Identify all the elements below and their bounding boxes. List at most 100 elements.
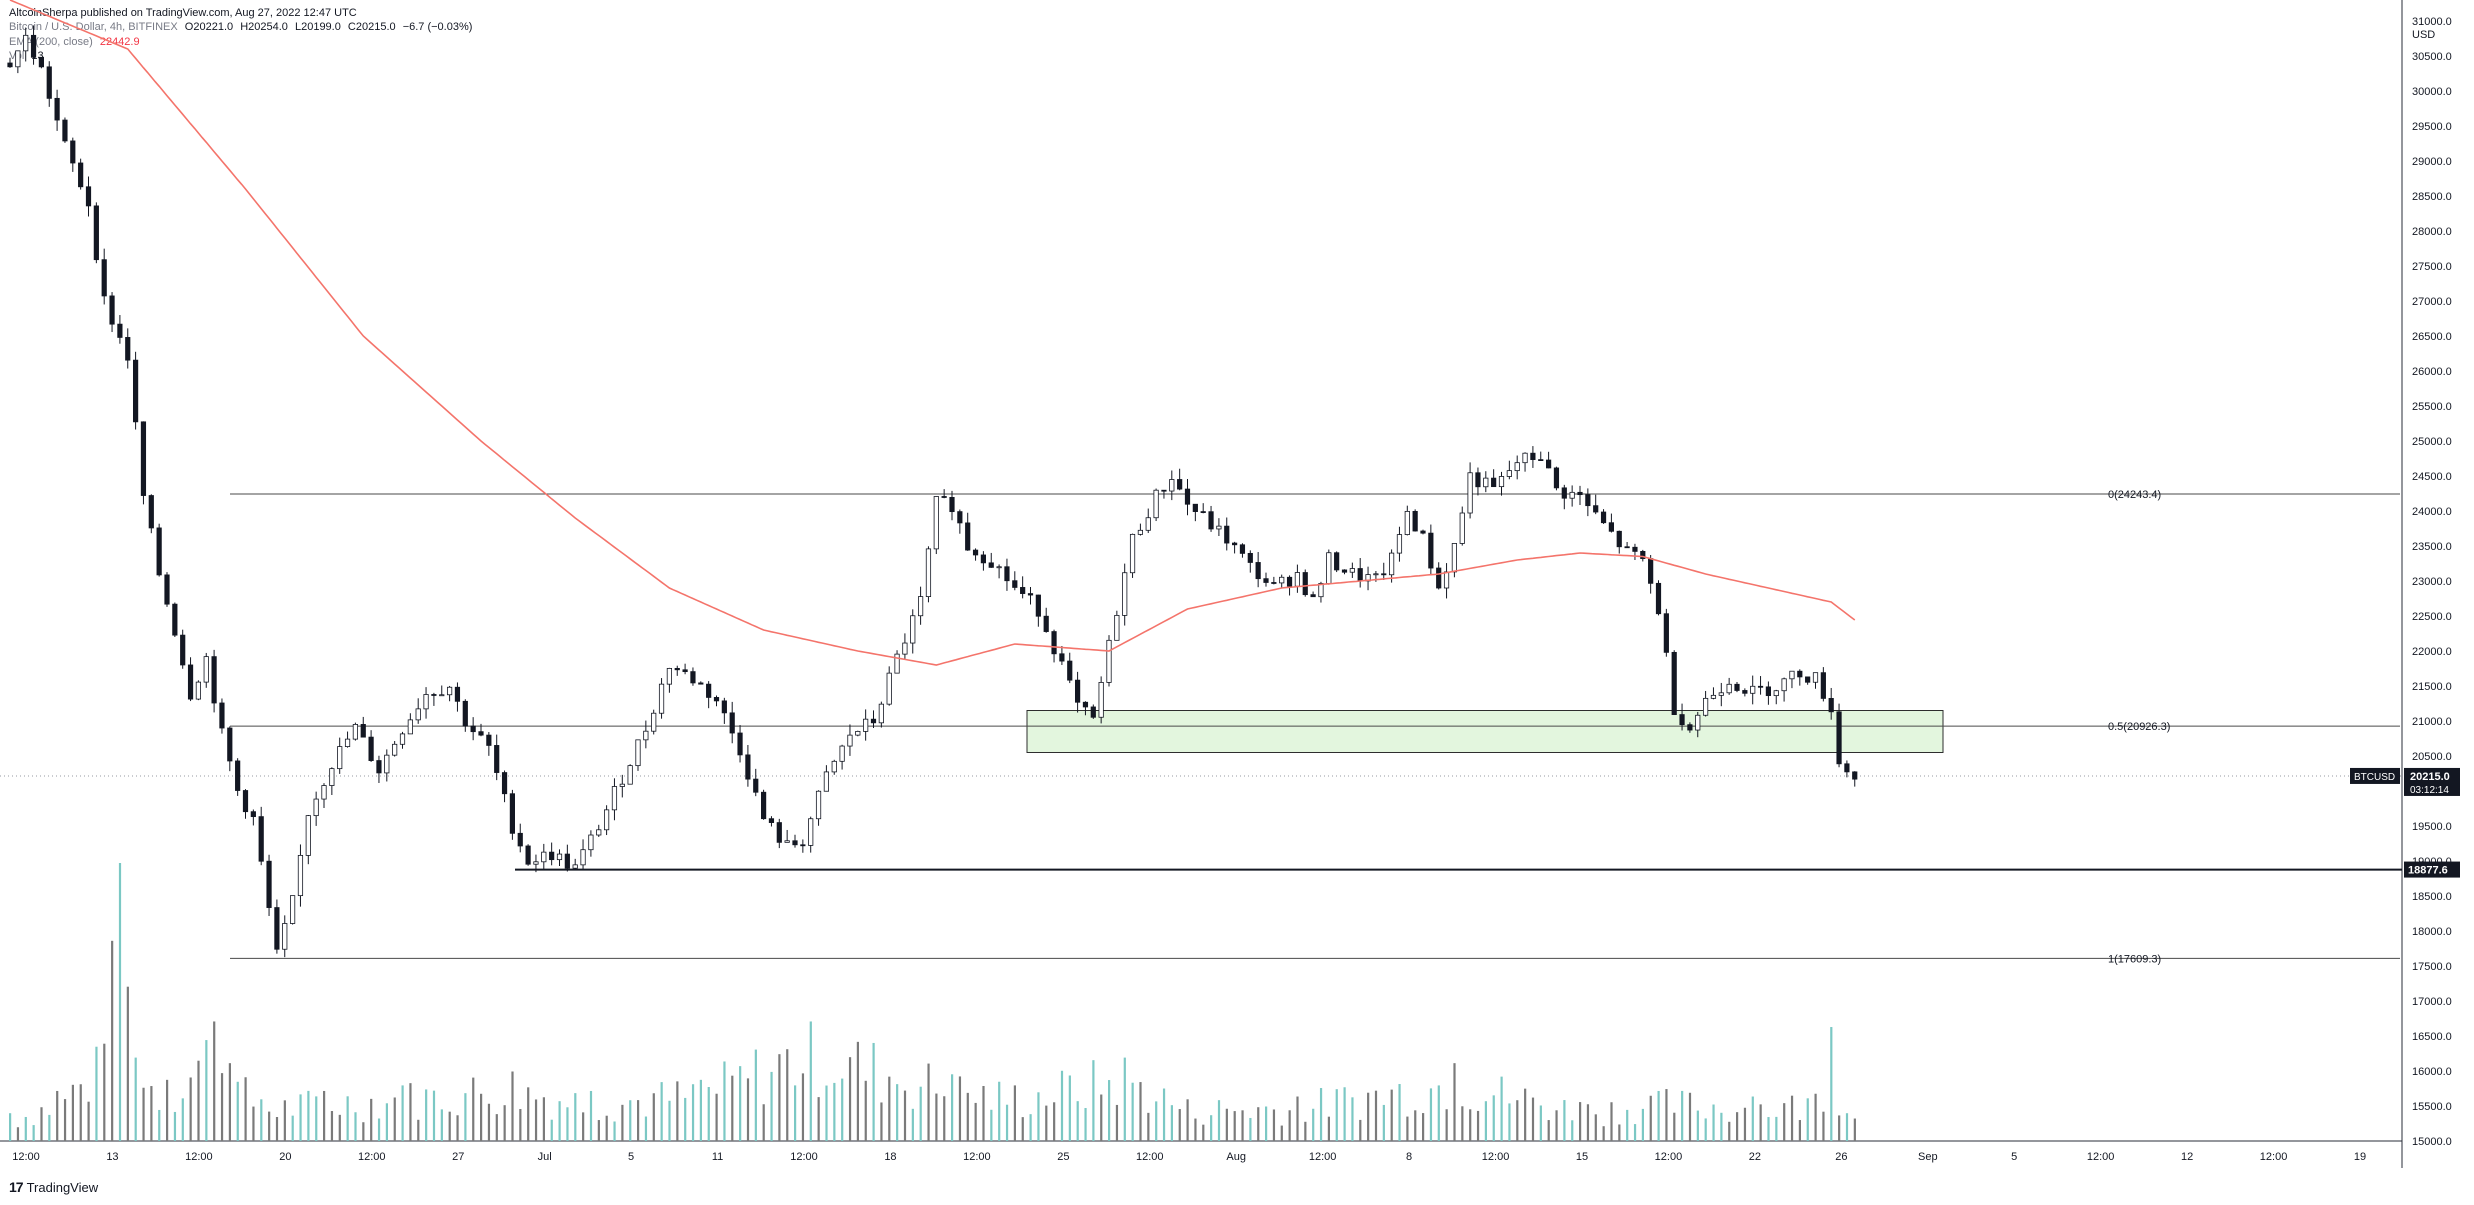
volume-bar: [1170, 1105, 1173, 1141]
candle-body: [1271, 582, 1277, 584]
candle-body: [627, 765, 633, 785]
volume-bar: [1367, 1092, 1370, 1141]
volume-bar: [519, 1109, 522, 1141]
volume-bar: [762, 1104, 765, 1141]
candle-body: [1781, 678, 1787, 692]
candle-body: [729, 712, 735, 734]
time-tick-label: 26: [1835, 1151, 1847, 1163]
candle-body: [15, 50, 21, 68]
volume-bar: [731, 1075, 734, 1141]
volume-bar: [1720, 1112, 1723, 1141]
volume-bar: [1633, 1124, 1637, 1141]
volume-bar: [1563, 1100, 1566, 1141]
candle-body: [823, 771, 830, 792]
candle-body: [761, 791, 767, 820]
price-tick-label: 20500.0: [2412, 751, 2452, 763]
candle-body: [454, 686, 461, 702]
volume-bar: [668, 1100, 671, 1141]
candle-body: [1067, 660, 1073, 681]
volume-bar: [1233, 1111, 1236, 1141]
volume-bar: [1524, 1088, 1527, 1141]
volume-bar: [833, 1082, 836, 1141]
fib-level-label: 1(17609.3): [2108, 953, 2161, 965]
time-tick-label: 5: [2011, 1151, 2017, 1163]
volume-bar: [1759, 1104, 1762, 1141]
candle-body: [1043, 615, 1049, 632]
candle-body: [242, 790, 249, 813]
candle-body: [1326, 552, 1332, 584]
price-tick-label: 16500.0: [2412, 1031, 2452, 1043]
candle-body: [289, 895, 296, 924]
candle-body: [588, 834, 594, 851]
volume-bar: [676, 1081, 679, 1141]
ohlc-open: O20221.0: [184, 21, 234, 33]
candle-body: [1318, 583, 1324, 598]
volume-bar: [87, 1101, 90, 1141]
candle-body: [549, 851, 555, 861]
ema-legend[interactable]: EMA (200, close) 22442.9: [9, 36, 144, 48]
candle-body: [1530, 452, 1536, 461]
candle-body: [1655, 582, 1662, 615]
time-tick-label: 25: [1057, 1151, 1069, 1163]
volume-bar: [1296, 1096, 1299, 1141]
time-tick-label: 22: [1749, 1151, 1761, 1163]
time-tick-label: 12:00: [185, 1151, 213, 1163]
volume-bar: [1108, 1080, 1111, 1141]
candle-body: [1239, 544, 1246, 554]
candle-body: [258, 816, 264, 862]
volume-bar: [1579, 1102, 1582, 1141]
candle-body: [274, 907, 280, 950]
volume-bar: [848, 1057, 852, 1141]
volume-bar: [252, 1106, 255, 1141]
volume-bar: [511, 1071, 514, 1141]
volume-bar: [220, 1073, 224, 1141]
candle-body: [1852, 771, 1858, 780]
volume-bar: [95, 1046, 98, 1141]
candle-body: [1192, 503, 1198, 512]
volume-bar: [291, 1115, 294, 1141]
candle-body: [462, 700, 468, 727]
volume-bar: [71, 1084, 74, 1141]
volume-bar: [699, 1079, 702, 1141]
candle-body: [556, 853, 563, 861]
ohlc-low: L20199.0: [294, 21, 341, 33]
candle-body: [996, 566, 1002, 569]
volume-bar: [1657, 1090, 1660, 1141]
volume-bar: [1736, 1112, 1739, 1141]
candle-body: [1757, 685, 1764, 688]
candle-body: [187, 664, 194, 700]
volume-bar: [951, 1074, 954, 1141]
ohlc-change: −6.7 (−0.03%): [402, 21, 473, 33]
candle-body: [972, 549, 979, 556]
volume-bar: [307, 1090, 310, 1141]
support-zone: [1026, 710, 1944, 753]
volume-bar: [1453, 1063, 1456, 1141]
candle-body: [78, 162, 84, 188]
volume-bar: [275, 1117, 279, 1141]
volume-bar: [1319, 1088, 1323, 1141]
volume-bar: [401, 1085, 404, 1141]
volume-bar: [935, 1093, 938, 1141]
candle-body: [140, 421, 147, 496]
volume-bar: [134, 1057, 137, 1141]
volume-bar: [48, 1114, 51, 1141]
volume-bar: [1798, 1120, 1801, 1141]
volume-bar: [440, 1109, 443, 1141]
volume-bar: [982, 1085, 985, 1141]
candle-body: [344, 738, 351, 747]
time-tick-label: 12:00: [1482, 1151, 1510, 1163]
candle-body: [831, 760, 837, 773]
volume-bar: [323, 1090, 326, 1141]
volume-bar: [974, 1102, 977, 1141]
candle-body: [423, 694, 429, 710]
candle-body: [1436, 567, 1442, 589]
volume-bar: [1783, 1103, 1786, 1141]
volume-bar: [911, 1108, 914, 1141]
price-tick-label: 26500.0: [2412, 331, 2452, 343]
candle-body: [376, 760, 382, 774]
candle-body: [878, 703, 884, 724]
candle-body: [902, 642, 908, 655]
volume-bar: [1053, 1102, 1056, 1141]
candle-body: [156, 527, 162, 576]
